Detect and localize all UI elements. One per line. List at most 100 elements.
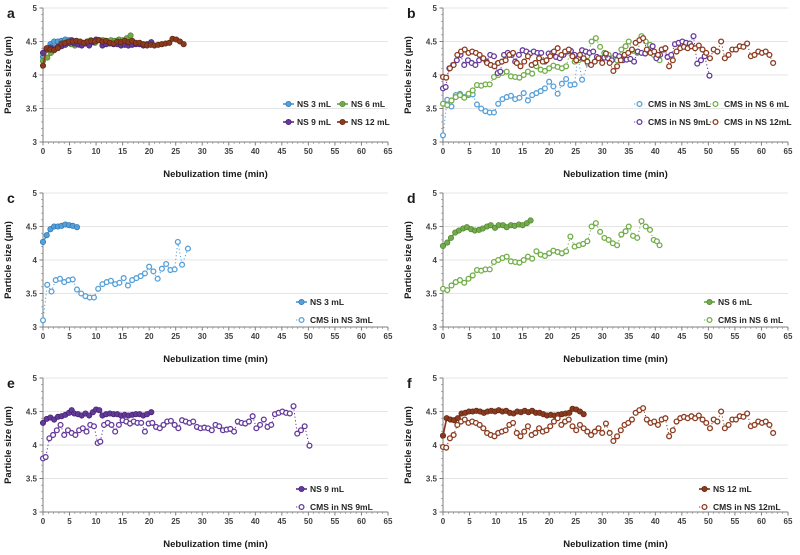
data-point <box>725 421 732 428</box>
data-point <box>721 425 728 432</box>
x-tick-label: 65 <box>384 332 393 341</box>
data-point <box>486 81 493 88</box>
data-point <box>473 101 481 108</box>
data-point <box>39 238 47 245</box>
data-point <box>565 416 572 423</box>
data-point <box>297 427 305 434</box>
data-point <box>721 55 728 62</box>
data-point <box>490 53 498 60</box>
y-tick-label: 5 <box>433 374 438 383</box>
data-point <box>591 58 598 65</box>
data-point <box>694 60 701 67</box>
chart-b: 0 5 10 15 20 25 30 35 40 45 50 55 60 65 3 3.5 4 4.5 5 Nebul… <box>403 4 793 180</box>
x-tick-label: 30 <box>198 147 207 156</box>
x-axis-ticks: 0 5 10 15 20 25 30 35 40 45 50 55 60 65 <box>41 327 393 341</box>
y-axis-ticks: 3 3.5 4 4.5 5 <box>426 374 443 517</box>
data-point <box>253 425 260 432</box>
data-point <box>108 421 115 428</box>
data-point <box>606 59 613 66</box>
data-point <box>495 100 502 107</box>
data-point <box>454 51 461 58</box>
x-tick-label: 50 <box>304 517 313 526</box>
data-point <box>751 421 758 428</box>
data-point <box>770 59 777 66</box>
data-point <box>163 260 170 268</box>
data-point <box>149 419 156 426</box>
data-point <box>651 48 658 55</box>
data-point <box>669 57 676 64</box>
x-tick-label: 50 <box>704 147 713 156</box>
data-point <box>751 51 758 58</box>
data-point <box>124 282 131 289</box>
x-axis-title: Nebulization time (min) <box>163 169 268 180</box>
series-cms12 <box>439 405 777 451</box>
data-point <box>662 415 669 422</box>
x-tick-label: 10 <box>92 332 101 341</box>
data-point <box>447 234 455 241</box>
data-point <box>718 38 725 45</box>
x-axis-ticks: 0 5 10 15 20 25 30 35 40 45 50 55 60 65 <box>441 142 793 156</box>
y-tick-label: 3.5 <box>26 289 38 298</box>
data-point <box>762 418 769 425</box>
y-tick-label: 3 <box>33 138 38 147</box>
data-point <box>584 428 591 435</box>
legend-marker-icon <box>636 118 643 126</box>
data-point <box>444 102 451 109</box>
data-point <box>448 282 455 289</box>
data-point <box>516 259 523 266</box>
data-point <box>532 59 539 66</box>
data-point <box>669 427 676 434</box>
legend-label: NS 9 mL <box>310 484 344 494</box>
data-point <box>95 285 102 292</box>
data-point <box>160 421 167 428</box>
data-point <box>294 430 301 437</box>
data-point <box>442 84 449 91</box>
legend-item-ns3: NS 3 mL <box>283 99 331 109</box>
panel-letter-c: c <box>7 190 15 206</box>
data-point <box>513 429 520 436</box>
data-point <box>190 418 197 425</box>
x-tick-label: 20 <box>545 517 554 526</box>
data-point <box>260 416 267 423</box>
data-point <box>97 438 104 445</box>
data-point <box>73 286 81 293</box>
x-tick-label: 30 <box>598 147 607 156</box>
data-point <box>167 417 174 424</box>
data-point <box>306 442 313 449</box>
legend-marker-icon <box>298 485 305 493</box>
data-point <box>137 273 144 280</box>
x-tick-label: 5 <box>67 147 72 156</box>
data-point <box>141 270 148 277</box>
x-tick-label: 35 <box>624 517 633 526</box>
data-point <box>461 416 468 423</box>
data-point <box>116 279 123 286</box>
data-point <box>448 97 455 104</box>
data-point <box>576 421 583 428</box>
data-point <box>208 427 215 434</box>
x-tick-label: 30 <box>598 332 607 341</box>
x-tick-label: 35 <box>224 147 233 156</box>
data-point <box>510 419 517 426</box>
legend-label: NS 3 mL <box>310 297 344 307</box>
data-point <box>516 74 523 81</box>
data-point <box>541 67 548 75</box>
data-point <box>507 92 514 99</box>
legend-label: NS 12 mL <box>713 484 752 494</box>
data-point <box>565 46 572 53</box>
y-tick-label: 4.5 <box>426 37 438 46</box>
data-point <box>732 46 740 53</box>
x-tick-label: 15 <box>118 147 127 156</box>
x-tick-label: 15 <box>118 517 127 526</box>
data-point <box>697 57 705 64</box>
data-point <box>591 428 598 435</box>
panel-e: 0 5 10 15 20 25 30 35 40 45 50 55 60 65 3 3.5 4 4.5 5 Nebul… <box>0 370 400 555</box>
data-point <box>443 444 450 451</box>
data-point <box>762 48 769 55</box>
chart-e: 0 5 10 15 20 25 30 35 40 45 50 55 60 65 3 3.5 4 4.5 5 Nebul… <box>3 374 393 550</box>
y-tick-label: 4 <box>433 256 438 265</box>
x-tick-label: 25 <box>571 147 580 156</box>
x-axis-ticks: 0 5 10 15 20 25 30 35 40 45 50 55 60 65 <box>441 327 793 341</box>
x-tick-label: 20 <box>145 332 154 341</box>
y-axis-title: Particle size (µm) <box>3 221 14 299</box>
y-axis-title: Particle size (µm) <box>3 406 14 484</box>
